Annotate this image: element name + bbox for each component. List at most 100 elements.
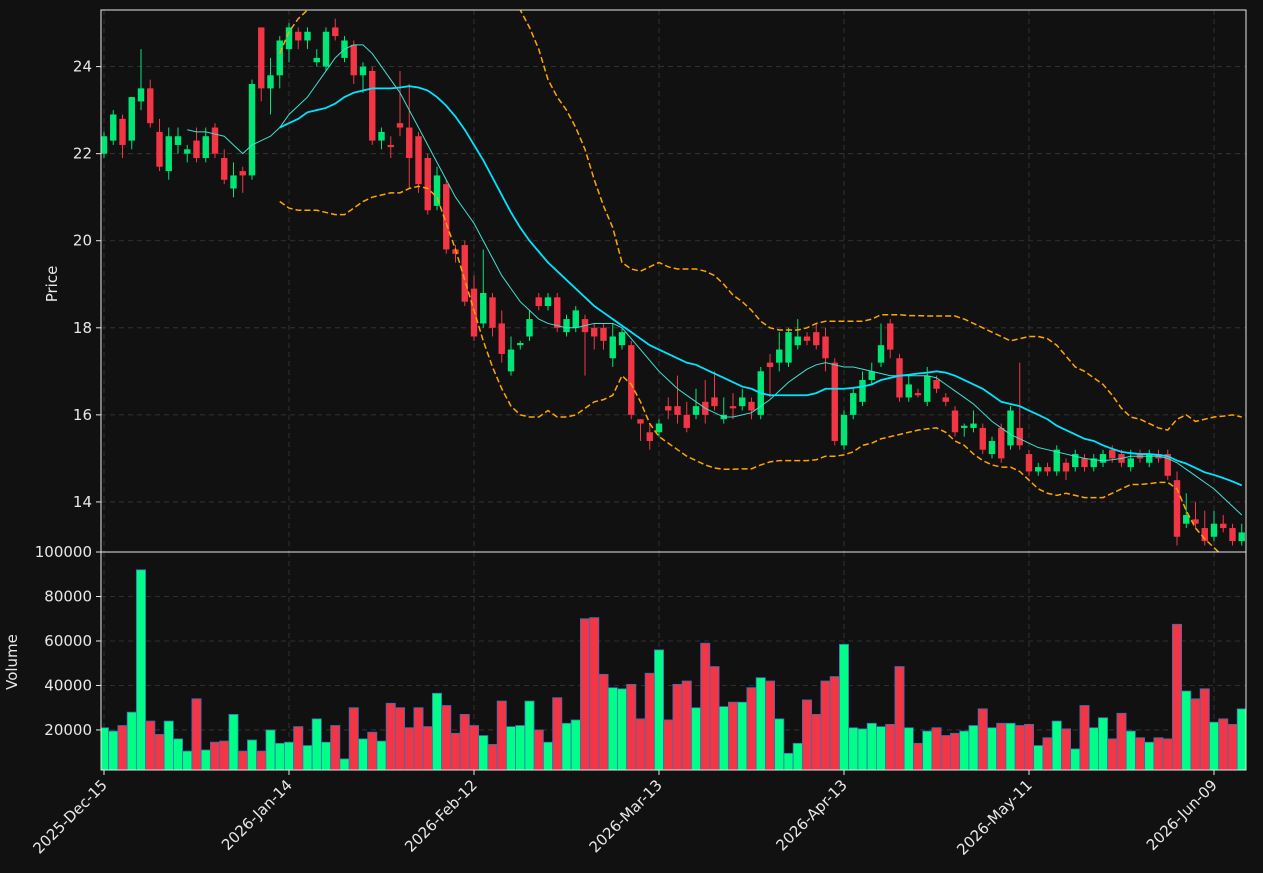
indicator-line	[279, 185, 1220, 552]
candle-body	[350, 44, 357, 76]
candle-body	[165, 136, 172, 172]
volume-bar	[1125, 730, 1136, 770]
volume-bar	[228, 713, 239, 770]
volume-bar	[367, 731, 378, 770]
volume-bar	[765, 680, 776, 770]
candle-body	[970, 423, 977, 428]
candle-body	[951, 410, 959, 433]
volume-bar	[570, 719, 581, 770]
volume-bar	[404, 727, 415, 770]
candle-body	[609, 336, 616, 359]
candle-body	[655, 423, 663, 433]
candle-body	[295, 31, 302, 41]
volume-bar	[1098, 717, 1109, 770]
volume-bar	[246, 739, 257, 770]
candle-body	[1062, 462, 1070, 472]
volume-bar	[1116, 712, 1127, 770]
volume-bar	[959, 730, 970, 770]
candle-body	[822, 336, 829, 359]
volume-bar	[792, 742, 803, 770]
candle-body	[1220, 523, 1227, 529]
volume-bar	[219, 740, 230, 770]
volume-bar	[1042, 737, 1053, 770]
volume-bar	[274, 742, 285, 770]
y-tick-label: 20000	[44, 721, 92, 739]
candle-body	[267, 75, 274, 89]
candle-body	[1007, 410, 1014, 446]
candle-body	[729, 406, 737, 409]
candle-body	[572, 310, 579, 328]
volume-bar	[182, 750, 193, 770]
volume-bar	[1107, 738, 1118, 770]
candle-body	[1229, 528, 1236, 542]
volume-bar	[663, 719, 674, 770]
candle-body	[905, 384, 912, 398]
candle-body	[831, 362, 838, 441]
volume-bar	[1172, 623, 1183, 770]
candle-body	[1127, 458, 1134, 468]
candle-body	[193, 140, 200, 159]
candle-body	[211, 127, 219, 154]
candle-body	[276, 40, 283, 76]
volume-bar	[265, 729, 276, 770]
candle-body	[1072, 454, 1079, 468]
volume-bar	[108, 730, 119, 770]
candle-body	[156, 131, 163, 167]
candle-body	[896, 358, 903, 398]
y-tick-label: 16	[73, 406, 92, 424]
volume-bar	[1190, 698, 1201, 770]
candle-body	[776, 349, 783, 363]
candle-body	[359, 66, 367, 76]
candle-body	[711, 397, 718, 407]
volume-bar	[487, 744, 498, 770]
candle-body	[683, 414, 690, 428]
candle-body	[1090, 458, 1097, 468]
volume-bar	[866, 722, 877, 770]
candle-body	[101, 136, 108, 154]
candle-body	[850, 393, 857, 415]
volume-bar	[256, 750, 267, 770]
volume-bar	[820, 680, 831, 770]
volume-bar	[802, 699, 813, 770]
candle-body	[674, 406, 681, 415]
volume-bar	[191, 698, 202, 770]
volume-bar	[644, 672, 655, 770]
indicator-line	[279, 85, 1243, 487]
volume-bar	[552, 697, 563, 770]
volume-bar	[950, 732, 961, 770]
candle-body	[1081, 458, 1088, 468]
candle-body	[794, 336, 801, 346]
volume-bar	[626, 683, 637, 770]
candle-body	[406, 127, 413, 159]
volume-bar	[968, 725, 979, 770]
candle-body	[1035, 467, 1042, 472]
candle-body	[803, 336, 811, 341]
candle-body	[692, 406, 700, 415]
candle-body	[489, 297, 496, 328]
candle-body	[517, 343, 524, 346]
volume-bar	[1227, 723, 1238, 770]
volume-bar	[320, 741, 331, 770]
candle-body	[563, 319, 570, 333]
volume-bar	[505, 726, 516, 770]
candle-body	[1164, 454, 1171, 476]
candle-body	[378, 131, 385, 141]
volume-bar	[1218, 718, 1229, 770]
volume-bar	[996, 722, 1007, 770]
volume-bar	[135, 569, 146, 770]
volume-bar	[1153, 737, 1164, 770]
candle-body	[554, 297, 561, 328]
volume-bar	[885, 723, 896, 770]
volume-bar	[394, 707, 405, 770]
volume-bar	[922, 730, 933, 770]
volume-axis-label: Volume	[3, 634, 21, 690]
candle-body	[785, 332, 792, 363]
volume-bar	[459, 713, 470, 770]
volume-bar	[839, 643, 850, 770]
candle-body	[1146, 454, 1153, 463]
volume-bar	[977, 708, 988, 770]
volume-bar	[422, 726, 433, 770]
candle-body	[119, 118, 126, 145]
candle-body	[600, 327, 607, 341]
